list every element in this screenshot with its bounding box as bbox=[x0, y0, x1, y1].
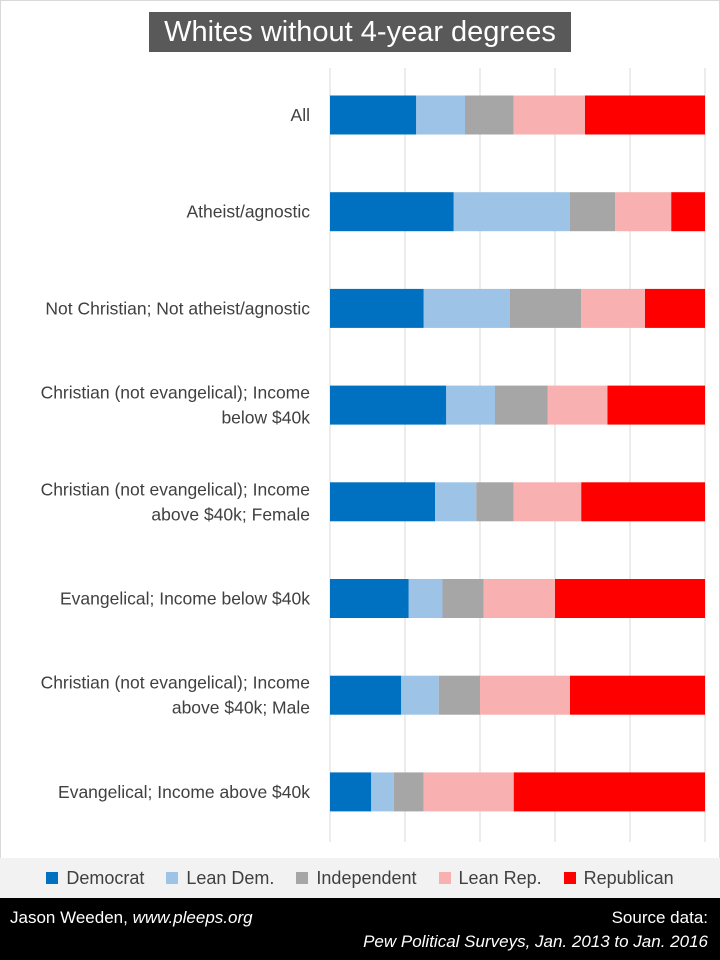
bar-segment bbox=[423, 288, 510, 328]
legend-label: Democrat bbox=[66, 867, 145, 888]
legend-item: Democrat bbox=[46, 868, 144, 889]
stacked-bar-chart: All Atheist/agnostic Not Christian; Not at… bbox=[41, 68, 706, 842]
bar-segment bbox=[408, 579, 443, 618]
category-label: All bbox=[291, 105, 310, 125]
bar-segment bbox=[453, 192, 570, 232]
bars bbox=[330, 95, 705, 812]
bar-segment bbox=[480, 675, 570, 715]
bar-segment bbox=[513, 482, 582, 522]
category-label: above $40k; Male bbox=[172, 698, 310, 718]
bar-segment bbox=[435, 482, 477, 522]
author-name: Jason Weeden, bbox=[10, 908, 128, 927]
bar-segment bbox=[393, 772, 424, 812]
bar-segment bbox=[401, 675, 439, 715]
bar-segment bbox=[581, 288, 645, 328]
legend-item: Lean Rep. bbox=[438, 867, 542, 889]
legend-swatch bbox=[296, 872, 309, 884]
legend-swatch bbox=[438, 872, 451, 884]
legend: Democrat Lean Dem. Independent Lean Rep. Rep… bbox=[0, 858, 720, 898]
author-credit: Jason Weeden, www.pleeps.org bbox=[10, 908, 253, 928]
category-labels: All Atheist/agnostic Not Christian; Not at… bbox=[41, 105, 311, 802]
category-label: Christian (not evangelical); Income bbox=[41, 673, 310, 693]
category-label: Evangelical; Income above $40k bbox=[58, 782, 310, 802]
source-text: Pew Political Surveys, Jan. 2013 to Jan.… bbox=[363, 932, 708, 951]
category-label: Not Christian; Not atheist/agnostic bbox=[45, 298, 310, 318]
bar-segment bbox=[423, 772, 514, 812]
bar-segment bbox=[495, 385, 548, 425]
bar-segment bbox=[615, 192, 672, 232]
bar-segment bbox=[438, 675, 480, 715]
bar-segment bbox=[483, 579, 555, 618]
category-label: Atheist/agnostic bbox=[186, 202, 310, 222]
chart-title: Whites without 4-year degrees bbox=[149, 12, 571, 52]
legend-item: Republican bbox=[563, 867, 674, 889]
bar-segment bbox=[476, 482, 514, 522]
bar-segment bbox=[330, 482, 435, 522]
legend-item: Lean Dem. bbox=[166, 868, 274, 889]
gridlines bbox=[329, 68, 706, 842]
author-site: www.pleeps.org bbox=[132, 908, 253, 927]
bar-segment bbox=[442, 579, 484, 618]
bar-segment bbox=[547, 385, 608, 425]
bar-segment bbox=[645, 288, 705, 328]
bar-segment bbox=[671, 192, 705, 232]
bar-segment bbox=[585, 95, 705, 135]
bar-segment bbox=[513, 95, 585, 135]
legend-label: Lean Dem. bbox=[186, 867, 275, 888]
bar-segment bbox=[330, 772, 372, 812]
bar-segment bbox=[330, 675, 402, 715]
bar-segment bbox=[330, 385, 447, 425]
bar-segment bbox=[330, 95, 417, 135]
legend-label: Independent bbox=[316, 867, 417, 888]
bar-segment bbox=[581, 482, 705, 522]
bar-segment bbox=[371, 772, 394, 812]
bar-segment bbox=[555, 579, 705, 618]
legend-label: Republican bbox=[583, 867, 674, 888]
category-label: Christian (not evangelical); Income bbox=[41, 383, 310, 403]
bar-segment bbox=[330, 288, 424, 328]
bar-segment bbox=[513, 772, 705, 812]
category-label: Christian (not evangelical); Income bbox=[41, 479, 310, 499]
bar-segment bbox=[607, 385, 705, 425]
bar-segment bbox=[570, 192, 615, 232]
category-label: below $40k bbox=[221, 408, 310, 428]
bar-segment bbox=[330, 579, 409, 618]
bar-segment bbox=[446, 385, 495, 425]
legend-swatch bbox=[563, 872, 576, 884]
source-label: Source data: bbox=[611, 908, 708, 927]
bar-segment bbox=[330, 192, 454, 232]
legend-item: Independent bbox=[296, 867, 417, 889]
legend-band bbox=[0, 858, 720, 898]
legend-label: Lean Rep. bbox=[458, 867, 542, 888]
bar-segment bbox=[570, 675, 705, 715]
bar-segment bbox=[416, 95, 465, 135]
footer: Jason Weeden, www.pleeps.org Source data… bbox=[0, 898, 720, 960]
bar-segment bbox=[465, 95, 514, 135]
legend-swatch bbox=[46, 872, 59, 884]
bar-segment bbox=[510, 288, 582, 328]
category-label: Evangelical; Income below $40k bbox=[60, 589, 310, 609]
legend-swatch bbox=[166, 872, 179, 884]
category-label: above $40k; Female bbox=[151, 504, 310, 524]
